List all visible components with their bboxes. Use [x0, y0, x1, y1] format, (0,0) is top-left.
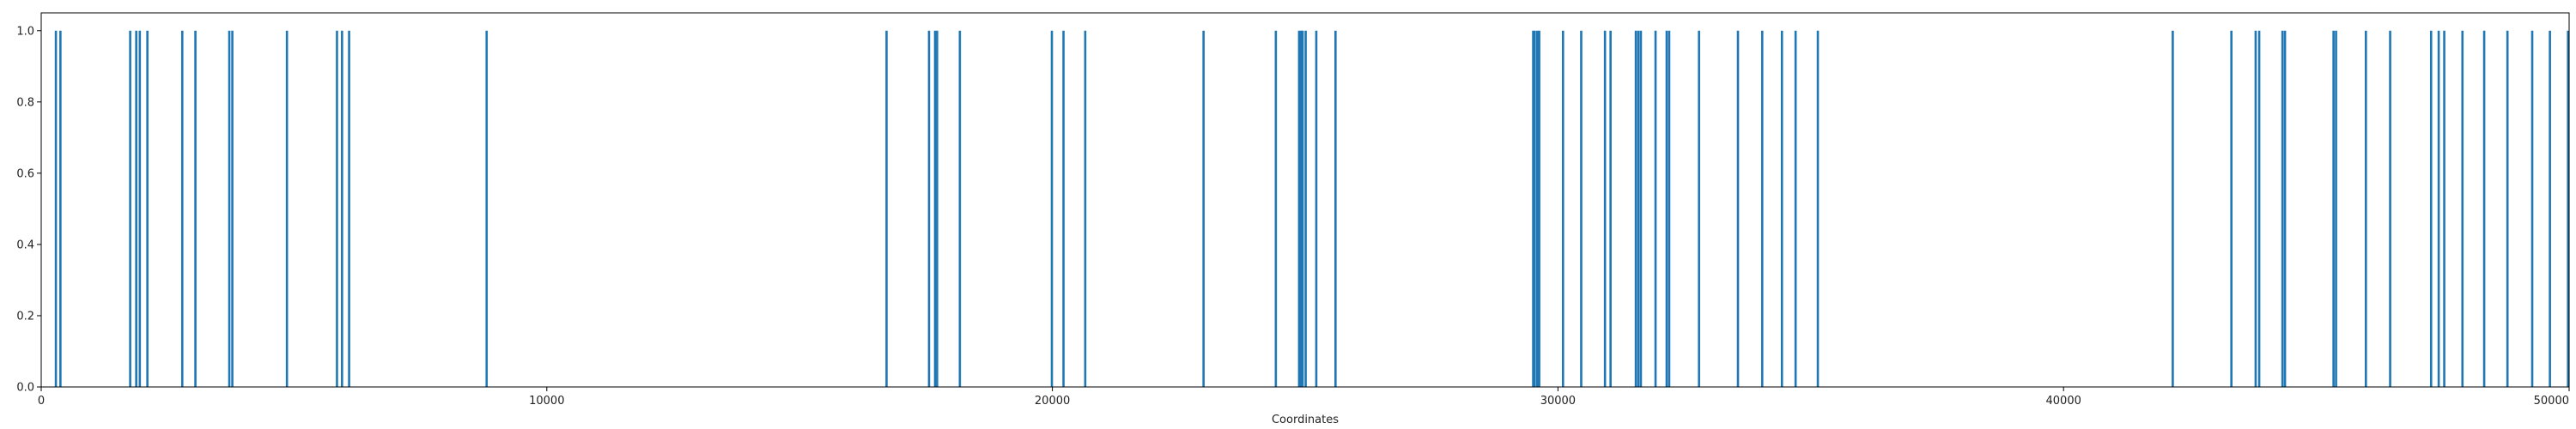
- bar: [2172, 30, 2174, 387]
- y-tick-label: 0.0: [16, 382, 34, 395]
- bar: [2506, 30, 2509, 387]
- bar: [194, 30, 197, 387]
- bar: [1639, 30, 1643, 387]
- bar: [485, 30, 489, 387]
- bar: [348, 30, 350, 387]
- y-axis-ticks: 0.0 0.2 0.4 0.6 0.8 1.0: [16, 25, 41, 395]
- bar: [2283, 30, 2287, 387]
- x-tick-label: 40000: [2046, 395, 2081, 408]
- bar: [2567, 30, 2569, 387]
- bar: [958, 30, 962, 387]
- bar: [1665, 30, 1668, 387]
- bar: [1603, 30, 1607, 387]
- y-tick-label: 0.8: [16, 96, 34, 109]
- bar: [231, 30, 234, 387]
- bar: [1532, 30, 1534, 387]
- bar: [1304, 30, 1307, 387]
- bar: [1084, 30, 1087, 387]
- bar: [1274, 30, 1278, 387]
- bar: [2443, 30, 2445, 387]
- x-tick-label: 50000: [2534, 395, 2569, 408]
- x-tick-label: 0: [38, 395, 45, 408]
- bar: [2482, 30, 2486, 387]
- x-axis-ticks: 0 10000 20000 30000 40000 50000: [38, 387, 2570, 408]
- bar: [936, 30, 939, 387]
- bar: [2257, 30, 2261, 387]
- bar: [927, 30, 931, 387]
- x-tick-label: 30000: [1540, 395, 1576, 408]
- bars-group: [54, 30, 2569, 387]
- x-tick-label: 10000: [529, 395, 564, 408]
- x-axis-label: Coordinates: [1272, 414, 1339, 426]
- bar: [1535, 30, 1539, 387]
- bar: [2335, 30, 2337, 387]
- bar: [228, 30, 231, 387]
- bar: [2389, 30, 2391, 387]
- bar: [1736, 30, 1740, 387]
- bar: [1760, 30, 1764, 387]
- bar: [129, 30, 131, 387]
- y-tick-label: 0.4: [16, 239, 34, 251]
- bar: [1062, 30, 1065, 387]
- bar: [138, 30, 142, 387]
- bar: [2530, 30, 2534, 387]
- bar: [1202, 30, 1205, 387]
- bar: [54, 30, 58, 387]
- bar: [1050, 30, 1054, 387]
- bar: [336, 30, 338, 387]
- bar: [1301, 30, 1304, 387]
- bar: [1561, 30, 1564, 387]
- bar: [180, 30, 184, 387]
- bar: [1297, 30, 1301, 387]
- y-tick-label: 0.6: [16, 167, 34, 180]
- bar: [1780, 30, 1783, 387]
- bar: [1794, 30, 1797, 387]
- bar: [1654, 30, 1657, 387]
- bar: [1538, 30, 1540, 387]
- bar: [2230, 30, 2233, 387]
- bar: [1634, 30, 1637, 387]
- bar: [1299, 30, 1303, 387]
- y-tick-label: 1.0: [16, 25, 34, 38]
- bar: [2281, 30, 2284, 387]
- bar: [2365, 30, 2367, 387]
- bar: [1334, 30, 1337, 387]
- bar: [341, 30, 343, 387]
- bar: [885, 30, 888, 387]
- bar: [146, 30, 149, 387]
- bar: [2437, 30, 2440, 387]
- bar: [2549, 30, 2551, 387]
- bar: [1668, 30, 1671, 387]
- bar: [1609, 30, 1612, 387]
- bar: [1315, 30, 1318, 387]
- bar: [933, 30, 937, 387]
- bar: [59, 30, 62, 387]
- bar: [135, 30, 137, 387]
- x-tick-label: 20000: [1035, 395, 1070, 408]
- y-tick-label: 0.2: [16, 310, 34, 323]
- bar: [2429, 30, 2433, 387]
- bar: [285, 30, 289, 387]
- bar: [1580, 30, 1583, 387]
- plot-frame: [40, 12, 2570, 388]
- bar: [1534, 30, 1536, 387]
- bar: [2461, 30, 2464, 387]
- bar: [1698, 30, 1700, 387]
- bar: [2254, 30, 2257, 387]
- bar: [1816, 30, 1820, 387]
- bar: [2332, 30, 2335, 387]
- bar: [1637, 30, 1640, 387]
